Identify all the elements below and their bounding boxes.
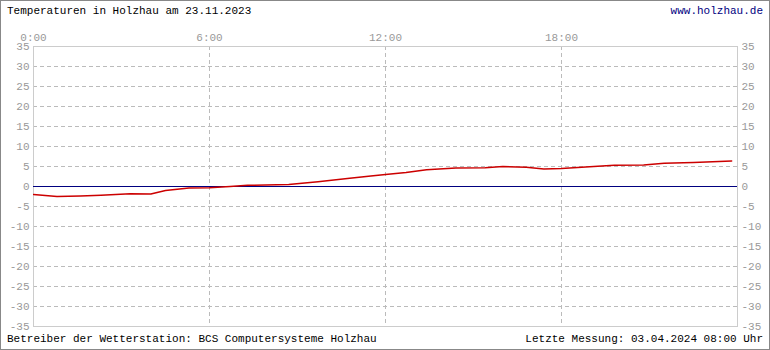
- svg-text:35: 35: [742, 41, 755, 53]
- svg-text:25: 25: [16, 81, 29, 93]
- html-text:Betreiber der Wetterstation: B: Betreiber der Wetterstation: BCS Compute…: [7, 333, 377, 345]
- svg-text:10: 10: [742, 141, 755, 153]
- svg-text:-25: -25: [742, 281, 762, 293]
- svg-text:-5: -5: [16, 201, 29, 213]
- svg-text:-30: -30: [10, 301, 30, 313]
- svg-text:0:00: 0:00: [20, 32, 46, 44]
- html-text:Letzte Messung: 03.04.2024 08:: Letzte Messung: 03.04.2024 08:00 Uhr: [525, 333, 763, 345]
- svg-text:-20: -20: [10, 261, 30, 273]
- svg-text:-15: -15: [10, 241, 30, 253]
- svg-text:0: 0: [742, 181, 749, 193]
- svg-text:-35: -35: [742, 321, 762, 332]
- svg-text:30: 30: [16, 61, 29, 73]
- svg-text:-15: -15: [742, 241, 762, 253]
- svg-text:18:00: 18:00: [545, 32, 578, 44]
- svg-text:0: 0: [23, 181, 30, 193]
- svg-text:-35: -35: [10, 321, 30, 332]
- svg-text:-10: -10: [742, 221, 762, 233]
- svg-text:12:00: 12:00: [369, 32, 402, 44]
- svg-text:20: 20: [742, 101, 755, 113]
- svg-text:-20: -20: [742, 261, 762, 273]
- svg-text:15: 15: [16, 121, 29, 133]
- svg-text:5: 5: [742, 161, 749, 173]
- svg-text:6:00: 6:00: [196, 32, 222, 44]
- html-text:www.holzhau.de: www.holzhau.de: [670, 5, 763, 17]
- svg-text:-25: -25: [10, 281, 30, 293]
- svg-text:20: 20: [16, 101, 29, 113]
- html-text:Temperaturen in Holzhau am 23.: Temperaturen in Holzhau am 23.11.2023: [7, 5, 252, 17]
- svg-text:-10: -10: [10, 221, 30, 233]
- svg-text:10: 10: [16, 141, 29, 153]
- svg-text:35: 35: [16, 41, 30, 53]
- svg-text:15: 15: [742, 121, 755, 133]
- svg-text:5: 5: [23, 161, 30, 173]
- svg-text:25: 25: [742, 81, 755, 93]
- svg-text:-5: -5: [742, 201, 755, 213]
- svg-text:30: 30: [742, 61, 755, 73]
- svg-text:-30: -30: [742, 301, 762, 313]
